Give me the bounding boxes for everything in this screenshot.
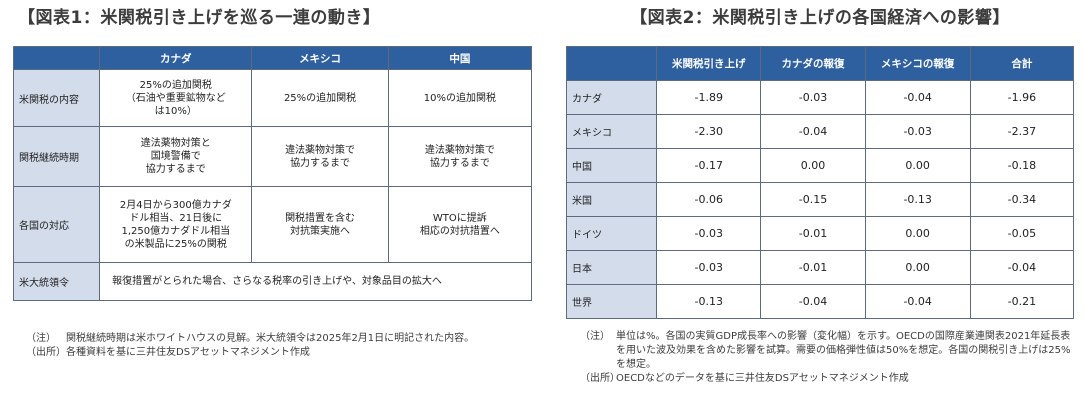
value-cell: -2.37 xyxy=(969,114,1075,149)
table-row: カナダ -1.89 -0.03 -0.04 -1.96 xyxy=(565,80,1075,115)
table-row: 米大統領令 報復措置がとられた場合、さらなる税率の引き上げや、対象品目の拡大へ xyxy=(12,262,532,301)
figure2-notes: （注） 単位は%。各国の実質GDP成長率への影響（変化幅）を示す。OECDの国際… xyxy=(566,330,1074,386)
table-row: 関税継続時期 違法薬物対策と 国境警備で 協力するまで 違法薬物対策で 協力するまで … xyxy=(12,126,533,187)
value-cell: -0.13 xyxy=(656,284,762,319)
table-row: 中国 -0.17 0.00 0.00 -0.18 xyxy=(565,148,1075,183)
value-cell: -1.96 xyxy=(969,80,1075,115)
header-us-tariff: 米関税引き上げ xyxy=(656,46,762,81)
table-row: ドイツ -0.03 -0.01 0.00 -0.05 xyxy=(565,216,1075,251)
value-cell: 0.00 xyxy=(864,216,971,251)
table-header-row: 米関税引き上げ カナダの報復 メキシコの報復 合計 xyxy=(565,46,1075,81)
header-blank xyxy=(12,46,101,70)
header-blank xyxy=(565,46,658,81)
value-cell: 0.00 xyxy=(864,148,971,183)
table-row: 米関税の内容 25%の追加関税 （石油や重要鉱物など は10%） 25%の追加関税 … xyxy=(12,69,533,127)
source-tag: （出所） xyxy=(26,347,66,358)
figure1-title: 【図表1：米関税引き上げを巡る一連の動き】 xyxy=(18,8,381,28)
value-cell: -0.03 xyxy=(864,114,971,149)
table-row: 日本 -0.03 -0.01 0.00 -0.04 xyxy=(565,250,1075,285)
note-text: 関税継続時期は米ホワイトハウスの見解。米大統領令は2025年2月1日に明記された… xyxy=(66,333,475,344)
table-header-row: カナダ メキシコ 中国 xyxy=(12,46,533,70)
figure1-panel: 【図表1：米関税引き上げを巡る一連の動き】 カナダ メキシコ 中国 米関税の内容… xyxy=(8,0,533,358)
value-cell: -2.30 xyxy=(656,114,762,149)
figure1-notes: （注） 関税継続時期は米ホワイトハウスの見解。米大統領令は2025年2月1日に明… xyxy=(12,332,532,360)
value-cell: -0.06 xyxy=(656,182,762,217)
cell-china-response: WTOに提訴 相応の対抗措置へ xyxy=(387,186,533,263)
row-label: 世界 xyxy=(565,284,658,319)
row-label-president-order: 米大統領令 xyxy=(12,262,101,301)
source-text: OECDなどのデータを基に三井住友DSアセットマネジメント作成 xyxy=(616,373,909,384)
row-label-tariff-period: 関税継続時期 xyxy=(12,126,101,187)
cell-china-period: 違法薬物対策で 協力するまで xyxy=(387,126,533,187)
table-row: メキシコ -2.30 -0.04 -0.03 -2.37 xyxy=(565,114,1075,149)
row-label: 米国 xyxy=(565,182,658,217)
value-cell: -0.15 xyxy=(760,182,866,217)
header-china: 中国 xyxy=(387,46,533,70)
value-cell: -1.89 xyxy=(656,80,762,115)
figure2-panel: 【図表2：米関税引き上げの各国経済への影響】 米関税引き上げ カナダの報復 メキ… xyxy=(565,0,1075,384)
value-cell: -0.34 xyxy=(969,182,1075,217)
note-line: （注） 関税継続時期は米ホワイトハウスの見解。米大統領令は2025年2月1日に明… xyxy=(12,332,532,346)
header-mexico: メキシコ xyxy=(251,46,389,70)
value-cell: -0.18 xyxy=(969,148,1075,183)
row-label-response: 各国の対応 xyxy=(12,186,101,263)
figure2-table: 米関税引き上げ カナダの報復 メキシコの報復 合計 カナダ -1.89 -0.03-… xyxy=(565,46,1075,319)
source-text: 各種資料を基に三井住友DSアセットマネジメント作成 xyxy=(66,347,310,358)
row-label: 中国 xyxy=(565,148,658,183)
row-label: カナダ xyxy=(565,80,658,115)
value-cell: -0.04 xyxy=(864,284,971,319)
table-row: 米国 -0.06 -0.15 -0.13 -0.34 xyxy=(565,182,1075,217)
value-cell: 0.00 xyxy=(760,148,866,183)
value-cell: 0.00 xyxy=(864,250,971,285)
value-cell: -0.03 xyxy=(656,216,762,251)
figure1-table: カナダ メキシコ 中国 米関税の内容 25%の追加関税 （石油や重要鉱物など は10… xyxy=(12,46,533,301)
source-line: （出所） OECDなどのデータを基に三井住友DSアセットマネジメント作成 xyxy=(566,372,1074,386)
row-label: メキシコ xyxy=(565,114,658,149)
note-tag: （注） xyxy=(580,331,610,342)
value-cell: -0.13 xyxy=(864,182,971,217)
row-label: ドイツ xyxy=(565,216,658,251)
header-canada: カナダ xyxy=(99,46,253,70)
value-cell: -0.04 xyxy=(760,114,866,149)
value-cell: -0.04 xyxy=(969,250,1075,285)
cell-canada-period: 違法薬物対策と 国境警備で 協力するまで xyxy=(99,126,253,187)
value-cell: -0.03 xyxy=(656,250,762,285)
row-label: 日本 xyxy=(565,250,658,285)
header-total: 合計 xyxy=(969,46,1075,81)
row-label-tariff-content: 米関税の内容 xyxy=(12,69,101,127)
cell-mexico-response: 関税措置を含む 対抗策実施へ xyxy=(251,186,389,263)
header-canada-retaliation: カナダの報復 xyxy=(760,46,866,81)
cell-china-tariff: 10%の追加関税 xyxy=(387,69,533,127)
cell-canada-tariff: 25%の追加関税 （石油や重要鉱物など は10%） xyxy=(99,69,253,127)
cell-canada-response: 2月4日から300億カナダ ドル相当、21日後に 1,250億カナダドル相当 の米製品… xyxy=(99,186,253,263)
value-cell: -0.03 xyxy=(760,80,866,115)
value-cell: -0.04 xyxy=(864,80,971,115)
note-line: （注） 単位は%。各国の実質GDP成長率への影響（変化幅）を示す。OECDの国際… xyxy=(566,330,1074,372)
header-mexico-retaliation: メキシコの報復 xyxy=(864,46,971,81)
source-tag: （出所） xyxy=(580,373,620,384)
figure2-body: カナダ -1.89 -0.03 -0.04 -1.96 メキシコ -2.30 -0.04 -0.… xyxy=(565,80,1075,319)
note-text: 単位は%。各国の実質GDP成長率への影響（変化幅）を示す。OECDの国際産業連関… xyxy=(616,331,1071,370)
value-cell: -0.17 xyxy=(656,148,762,183)
note-tag: （注） xyxy=(26,333,56,344)
cell-mexico-tariff: 25%の追加関税 xyxy=(251,69,389,127)
table-row: 世界 -0.13 -0.04 -0.04 -0.21 xyxy=(565,284,1075,319)
value-cell: -0.04 xyxy=(760,284,866,319)
source-line: （出所） 各種資料を基に三井住友DSアセットマネジメント作成 xyxy=(12,346,532,360)
value-cell: -0.01 xyxy=(760,250,866,285)
value-cell: -0.05 xyxy=(969,216,1075,251)
table-row: 各国の対応 2月4日から300億カナダ ドル相当、21日後に 1,250億カナダドル… xyxy=(12,186,533,263)
figure2-title: 【図表2：米関税引き上げの各国経済への影響】 xyxy=(630,8,1010,28)
value-cell: -0.21 xyxy=(969,284,1075,319)
cell-president-order: 報復措置がとられた場合、さらなる税率の引き上げや、対象品目の拡大へ xyxy=(99,262,532,301)
cell-mexico-period: 違法薬物対策で 協力するまで xyxy=(251,126,389,187)
value-cell: -0.01 xyxy=(760,216,866,251)
